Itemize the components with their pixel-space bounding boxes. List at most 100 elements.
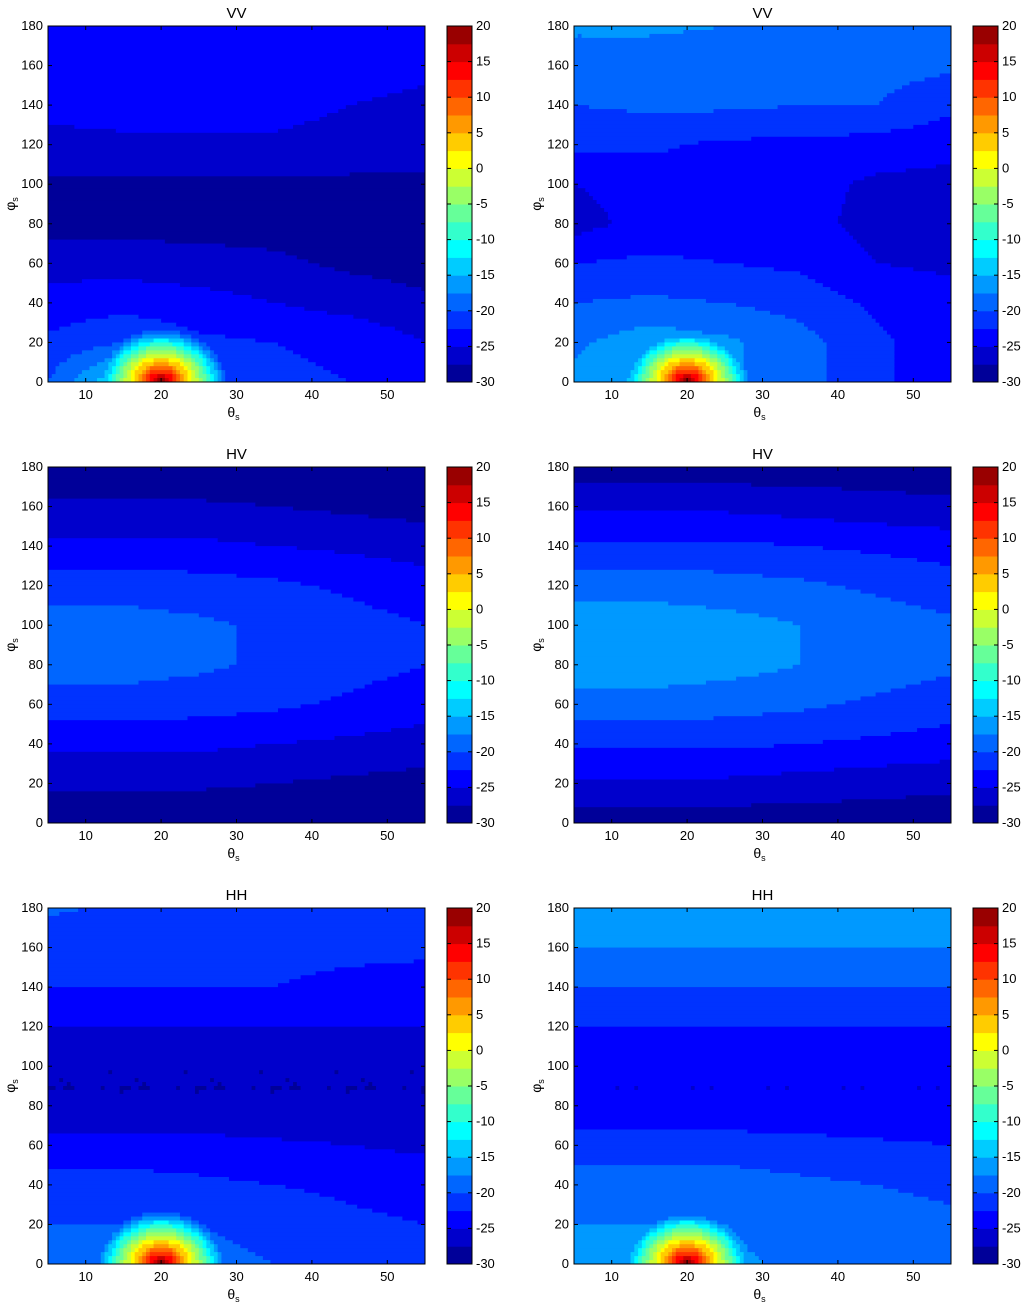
colorbar-tick-label: -25 <box>1002 1220 1021 1235</box>
colorbar-band <box>973 1014 998 1034</box>
y-tick-label: 180 <box>547 18 569 33</box>
colorbar-tick-label: -10 <box>476 673 495 688</box>
x-axis-label: θs <box>227 1286 240 1304</box>
colorbar-band <box>447 293 472 312</box>
colorbar-tick-label: 20 <box>1002 18 1016 33</box>
colorbar-tick-label: -10 <box>1002 673 1021 688</box>
x-tick-label: 10 <box>604 828 618 843</box>
colorbar-band <box>447 979 472 998</box>
y-tick-label: 160 <box>21 58 43 73</box>
colorbar-band <box>973 1121 998 1140</box>
colorbar-tick-label: 10 <box>1002 971 1016 986</box>
y-tick-label: 40 <box>29 736 43 751</box>
colorbar-band <box>973 520 998 539</box>
colorbar-tick-label: -20 <box>1002 303 1021 318</box>
colorbar-band <box>447 538 472 557</box>
x-axis-label: θs <box>227 404 240 422</box>
y-tick-label: 120 <box>21 1019 43 1034</box>
colorbar: -30 -25 -20 -15 -10 -5 0 5 10 15 20 <box>972 900 1021 1271</box>
chart-title: HH <box>752 887 774 904</box>
y-tick-label: 0 <box>562 815 569 830</box>
y-axis-label: φs <box>2 638 20 652</box>
y-tick-label: 20 <box>555 334 569 349</box>
colorbar-band <box>447 150 472 169</box>
colorbar-band <box>973 1032 998 1051</box>
colorbar-band <box>973 43 998 63</box>
colorbar-band <box>447 1103 472 1123</box>
chart-panel-2: 10 20 30 40 50020406080100120140160180VVθsφs… <box>528 5 1021 422</box>
x-tick-label: 10 <box>604 1269 618 1284</box>
x-tick-label: 10 <box>78 828 92 843</box>
y-tick-label: 180 <box>21 900 43 915</box>
y-tick-label: 120 <box>21 137 43 152</box>
chart-title: VV <box>226 5 246 22</box>
colorbar-band <box>447 734 472 753</box>
colorbar-band <box>447 1014 472 1034</box>
colorbar-band <box>447 43 472 63</box>
y-tick-label: 100 <box>547 1058 569 1073</box>
colorbar-band <box>447 698 472 717</box>
colorbar-tick-label: -15 <box>476 1149 495 1164</box>
y-tick-label: 180 <box>547 900 569 915</box>
colorbar-tick-label: -25 <box>476 779 495 794</box>
colorbar-tick-label: 15 <box>476 936 490 951</box>
y-axis-label: φs <box>2 1079 20 1093</box>
colorbar-tick-label: -5 <box>476 196 488 211</box>
colorbar-tick-label: 5 <box>1002 566 1009 581</box>
colorbar-band <box>447 364 472 383</box>
colorbar-tick-label: -20 <box>476 303 495 318</box>
x-tick-label: 20 <box>680 1269 694 1284</box>
colorbar-band <box>973 769 998 788</box>
colorbar-tick-label: -30 <box>476 1256 495 1271</box>
colorbar-band <box>447 1068 472 1087</box>
colorbar-band <box>973 61 998 80</box>
colorbar-band <box>973 239 998 258</box>
colorbar-band <box>973 1192 998 1212</box>
colorbar-tick-label: -15 <box>1002 1149 1021 1164</box>
colorbar-band <box>973 257 998 276</box>
colorbar: -30 -25 -20 -15 -10 -5 0 5 10 15 20 <box>972 18 1021 389</box>
colorbar-band <box>447 168 472 187</box>
colorbar-tick-label: -10 <box>1002 232 1021 247</box>
colorbar-tick-label: -5 <box>1002 1078 1014 1093</box>
colorbar-tick-label: -15 <box>1002 708 1021 723</box>
colorbar-tick-label: -10 <box>476 1114 495 1129</box>
colorbar-band <box>447 1192 472 1212</box>
colorbar-band <box>973 328 998 347</box>
x-tick-label: 40 <box>831 828 845 843</box>
colorbar-band <box>973 538 998 557</box>
colorbar-tick-label: 20 <box>476 900 490 915</box>
colorbar-tick-label: 15 <box>1002 495 1016 510</box>
colorbar-band <box>447 79 472 98</box>
chart-panel-3: 10 20 30 40 50020406080100120140160180HVθsφs… <box>2 446 495 863</box>
contour-field <box>48 467 425 823</box>
colorbar-band <box>447 97 472 116</box>
colorbar-band <box>973 79 998 98</box>
contour-field <box>48 908 425 1264</box>
chart-panel-5: 10 20 30 40 50020406080100120140160180HHθsφs… <box>2 887 495 1304</box>
colorbar-tick-label: -20 <box>476 744 495 759</box>
y-tick-label: 0 <box>562 374 569 389</box>
colorbar-tick-label: 5 <box>476 566 483 581</box>
colorbar-tick-label: -5 <box>476 1078 488 1093</box>
colorbar-band <box>447 925 472 945</box>
colorbar-band <box>447 1246 472 1265</box>
colorbar-tick-label: 0 <box>476 160 483 175</box>
colorbar-band <box>447 26 472 45</box>
colorbar-band <box>973 591 998 610</box>
colorbar-band <box>973 467 998 486</box>
x-tick-label: 40 <box>305 828 319 843</box>
y-tick-label: 40 <box>555 736 569 751</box>
colorbar: -30 -25 -20 -15 -10 -5 0 5 10 15 20 <box>972 459 1021 830</box>
colorbar: -30 -25 -20 -15 -10 -5 0 5 10 15 20 <box>446 900 495 1271</box>
colorbar-tick-label: -20 <box>476 1185 495 1200</box>
y-tick-label: 20 <box>555 775 569 790</box>
x-tick-label: 20 <box>680 387 694 402</box>
x-axis-label: θs <box>227 845 240 863</box>
colorbar: -30 -25 -20 -15 -10 -5 0 5 10 15 20 <box>446 459 495 830</box>
colorbar-band <box>447 787 472 806</box>
colorbar-band <box>973 484 998 504</box>
colorbar-band <box>973 1157 998 1176</box>
y-tick-label: 60 <box>555 696 569 711</box>
colorbar-band <box>447 662 472 682</box>
